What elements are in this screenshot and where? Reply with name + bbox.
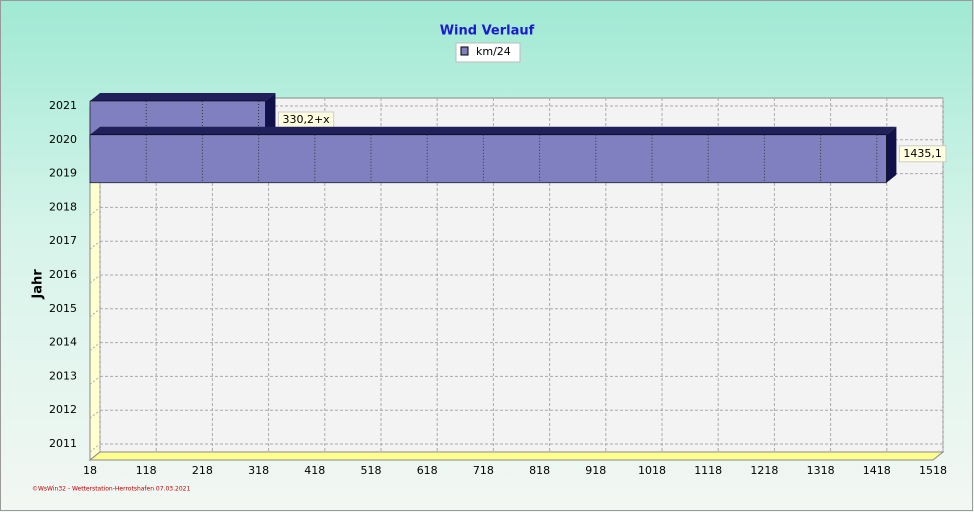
y-tick-label: 2020	[49, 133, 77, 146]
value-label: 330,2+x	[282, 113, 330, 126]
x-tick-label: 18	[83, 464, 97, 477]
value-label: 1435,1	[903, 147, 942, 160]
x-tick-label: 818	[529, 464, 550, 477]
x-tick-label: 418	[304, 464, 325, 477]
y-tick-label: 2019	[49, 167, 77, 180]
x-tick-label: 1418	[863, 464, 891, 477]
x-tick-label: 1318	[807, 464, 835, 477]
floor	[88, 451, 945, 461]
y-tick-label: 2017	[49, 234, 77, 247]
y-tick-label: 2013	[49, 369, 77, 382]
x-tick-label: 718	[473, 464, 494, 477]
y-tick-label: 2021	[49, 99, 77, 112]
y-tick-label: 2015	[49, 302, 77, 315]
bar	[89, 134, 887, 184]
x-tick-label: 118	[136, 464, 157, 477]
x-tick-label: 918	[585, 464, 606, 477]
x-tick-label: 1118	[694, 464, 722, 477]
x-tick-label: 1018	[638, 464, 666, 477]
bar-top	[90, 93, 276, 101]
bar-side	[886, 126, 897, 183]
x-tick-label: 518	[361, 464, 382, 477]
legend-label: km/24	[476, 45, 511, 58]
y-tick-label: 2016	[49, 268, 77, 281]
y-tick-label: 2012	[49, 403, 77, 416]
legend-swatch	[460, 46, 469, 56]
x-tick-label: 1518	[919, 464, 947, 477]
x-tick-label: 318	[248, 464, 269, 477]
bar-top	[90, 126, 897, 135]
y-axis-label: Jahr	[31, 269, 46, 300]
x-tick-label: 618	[417, 464, 438, 477]
footer: ©WsWin32 - Wetterstation-Herrotshafen 07…	[32, 486, 190, 493]
legend-box	[455, 42, 521, 63]
x-tick-label: 218	[192, 464, 213, 477]
chart-title: Wind Verlauf	[440, 24, 535, 39]
y-tick-label: 2011	[49, 437, 77, 450]
y-tick-label: 2014	[49, 336, 77, 349]
y-tick-label: 2018	[49, 200, 77, 213]
value-label-box	[898, 145, 947, 163]
x-tick-label: 1218	[750, 464, 778, 477]
